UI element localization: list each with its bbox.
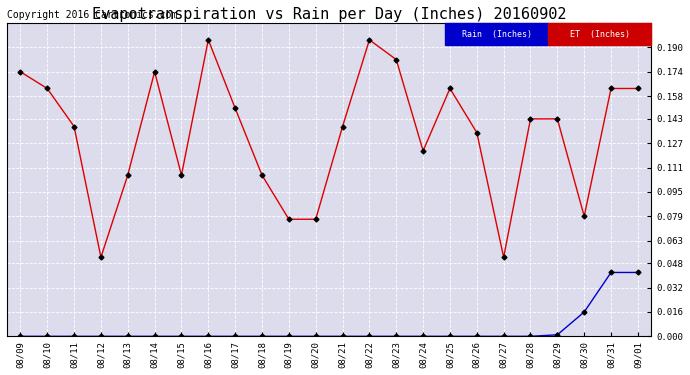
Title: Evapotranspiration vs Rain per Day (Inches) 20160902: Evapotranspiration vs Rain per Day (Inch… [92, 7, 566, 22]
Text: Copyright 2016 Cartronics.com: Copyright 2016 Cartronics.com [7, 10, 177, 20]
